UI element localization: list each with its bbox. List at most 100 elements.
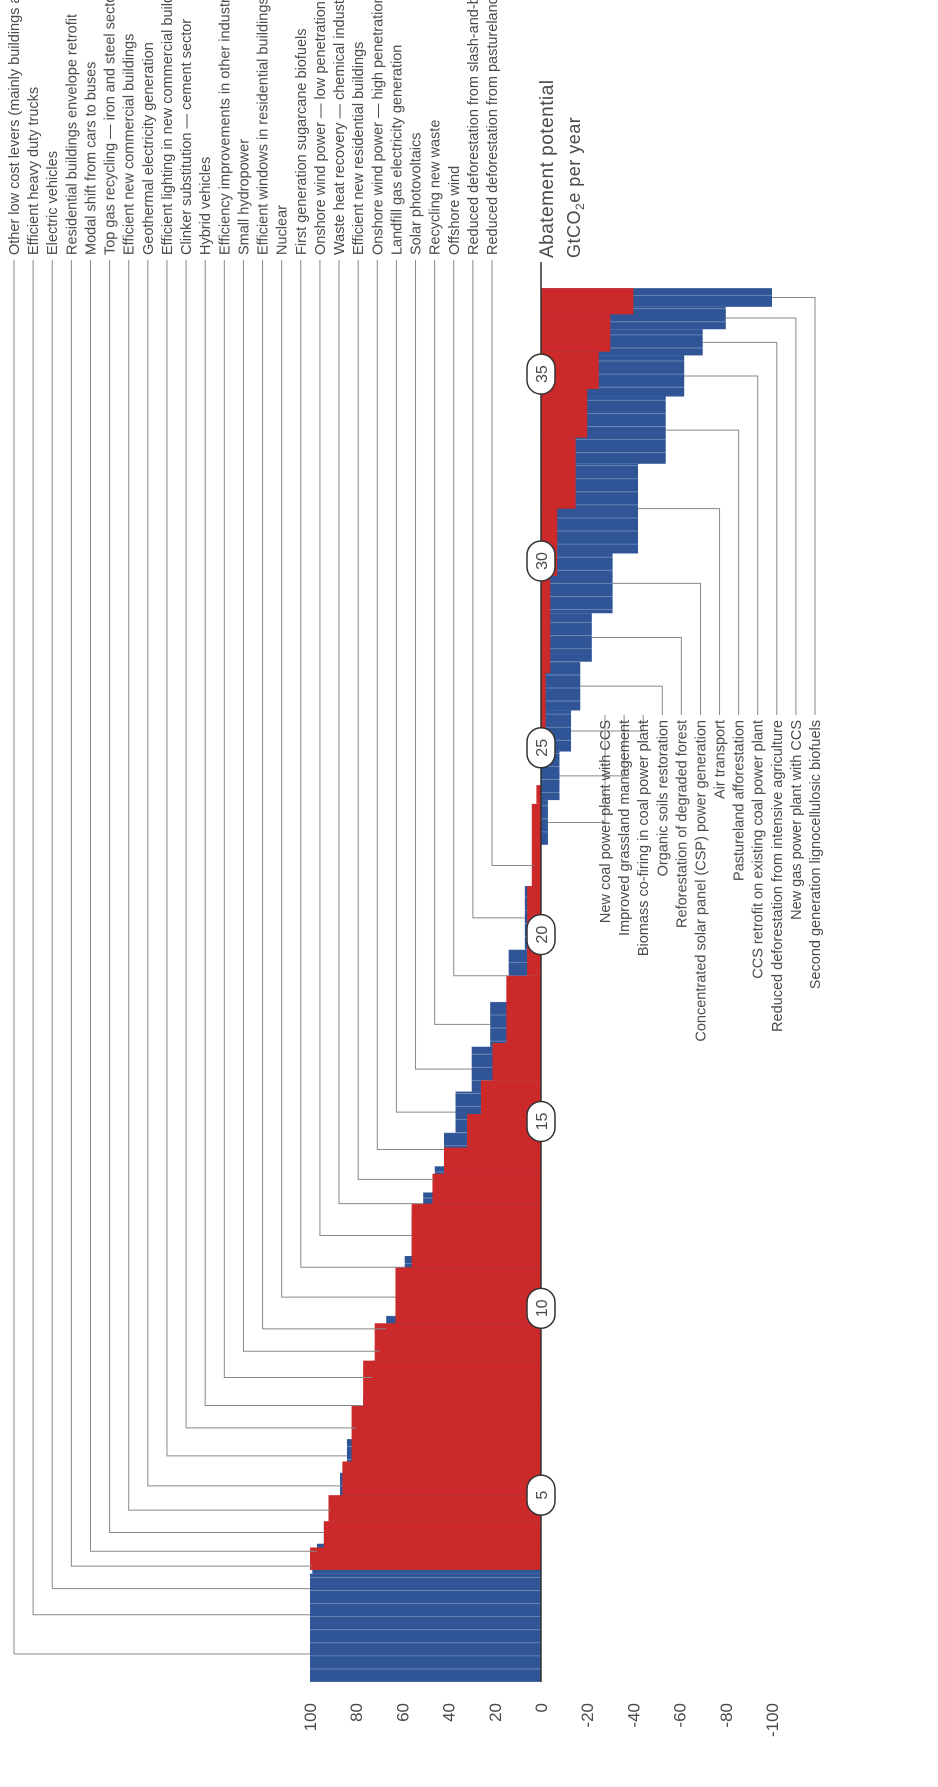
value-tick-label: 0: [532, 1703, 551, 1712]
lever-label: Hybrid vehicles: [198, 157, 214, 255]
leader-line: [702, 341, 778, 715]
lever-label: Efficient heavy duty trucks: [26, 87, 42, 255]
lever-label: Efficient new commercial buildings: [122, 34, 138, 255]
unit-rest: e per year: [564, 117, 584, 203]
x-tick-label: 10: [534, 1299, 551, 1317]
lever-label: Electric vehicles: [45, 151, 61, 255]
red-band-19: [541, 575, 551, 674]
red-band-2: [328, 1495, 541, 1522]
lever-label: CCS retrofit on existing coal power plan…: [751, 720, 767, 979]
lever-label: Reduced deforestation from pastureland c…: [485, 0, 501, 255]
leader-line: [281, 260, 396, 1298]
leader-line: [242, 260, 380, 1352]
chart-unit: GtCO2e per year: [564, 117, 587, 258]
x-tick-badge: [526, 540, 556, 582]
bar-1: [310, 1603, 541, 1626]
red-band-9: [432, 1173, 541, 1204]
red-band-4: [351, 1405, 541, 1462]
x-tick-30: 30: [526, 540, 556, 582]
lever-label: Efficiency improvements in other industr…: [217, 0, 233, 255]
leader-line: [665, 429, 740, 715]
x-tick-5: 5: [526, 1474, 556, 1516]
red-band-3: [342, 1461, 541, 1496]
leader-line: [612, 582, 701, 715]
lever-label: Onshore wind power — low penetration: [313, 1, 329, 255]
leader-line: [357, 260, 435, 1180]
lever-label: Reduced deforestation from intensive agr…: [770, 720, 786, 1032]
x-tick-label: 15: [534, 1112, 551, 1130]
red-band-1: [323, 1521, 541, 1548]
leader-line: [319, 260, 412, 1236]
x-tick-label: 30: [534, 552, 551, 570]
lever-label: Air transport: [713, 720, 729, 799]
x-tick-label: 25: [534, 739, 551, 757]
lever-label: Recycling new waste: [428, 120, 444, 255]
x-tick-35: 35: [526, 353, 556, 395]
leader-line: [147, 260, 341, 1487]
lever-label: First generation sugarcane biofuels: [294, 29, 310, 256]
leader-line: [338, 260, 424, 1205]
chart-title: Abatement potential: [537, 79, 558, 258]
red-band-0: [310, 1547, 541, 1570]
leader-line: [395, 260, 456, 1113]
leader-line: [166, 260, 347, 1457]
leader-line: [725, 317, 797, 715]
x-tick-badge: [526, 1474, 556, 1516]
leader-line: [204, 260, 364, 1406]
leader-line: [472, 260, 525, 919]
value-tick-label: 40: [440, 1703, 459, 1722]
leader-lines-layer: [13, 260, 816, 1655]
lever-label: Biomass co-firing in coal power plant: [636, 720, 652, 956]
red-band-5: [363, 1360, 541, 1406]
red-band-7: [395, 1267, 541, 1324]
x-tick-badge: [526, 1100, 556, 1143]
lever-label: Clinker substitution — cement sector: [179, 19, 195, 255]
leader-line: [571, 715, 644, 732]
red-band-21: [541, 437, 576, 509]
lever-label: Pastureland afforestation: [732, 720, 748, 881]
leader-line: [51, 260, 310, 1590]
red-band-13: [492, 1043, 541, 1081]
leader-line: [300, 260, 405, 1268]
x-tick-badge: [526, 1287, 556, 1330]
x-tick-badge: [526, 353, 556, 395]
lever-label: Small hydropower: [236, 139, 252, 255]
leader-line: [684, 375, 759, 715]
value-tick-label: 100: [301, 1703, 320, 1731]
lever-label: Other low cost levers (mainly buildings …: [7, 0, 23, 255]
leader-line: [262, 260, 387, 1330]
value-tick-label: -20: [578, 1703, 597, 1728]
lever-label: Efficient lighting in new commercial bui…: [160, 0, 176, 255]
leader-line: [376, 260, 444, 1150]
value-tick-label: -60: [671, 1703, 690, 1728]
leader-line: [772, 297, 816, 715]
red-band-16: [531, 803, 541, 887]
lever-label: Nuclear: [275, 205, 291, 255]
x-tick-20: 20: [526, 913, 556, 956]
lever-label: Efficient windows in residential buildin…: [256, 0, 272, 255]
bar-26: [541, 800, 548, 845]
red-band-8: [411, 1203, 541, 1268]
bar-0: [310, 1625, 541, 1682]
x-tick-badge: [526, 727, 556, 769]
lever-label: Reforestation of degraded forest: [674, 720, 690, 928]
lever-label: Modal shift from cars to buses: [83, 62, 99, 255]
leader-line: [591, 637, 682, 715]
lever-label: Efficient new residential buildings: [351, 42, 367, 255]
x-tick-label: 5: [534, 1491, 551, 1500]
lever-label: Residential buildings envelope retrofit: [64, 14, 80, 255]
lever-label: New gas power plant with CCS: [789, 720, 805, 920]
red-band-24: [541, 314, 611, 352]
red-band-6: [374, 1323, 541, 1361]
lever-label: Organic soils restoration: [655, 720, 671, 876]
value-tick-label: 60: [393, 1703, 412, 1722]
lever-labels-layer: Other low cost levers (mainly buildings …: [7, 0, 824, 1042]
leader-line: [32, 260, 310, 1616]
red-band-14: [506, 975, 541, 1043]
leader-line: [638, 508, 721, 715]
unit-subscript: 2: [573, 203, 587, 210]
x-ticks-layer: 5 10 15 20 25 30 35: [526, 353, 556, 1516]
x-tick-badge: [526, 913, 556, 956]
red-band-25: [541, 288, 634, 315]
